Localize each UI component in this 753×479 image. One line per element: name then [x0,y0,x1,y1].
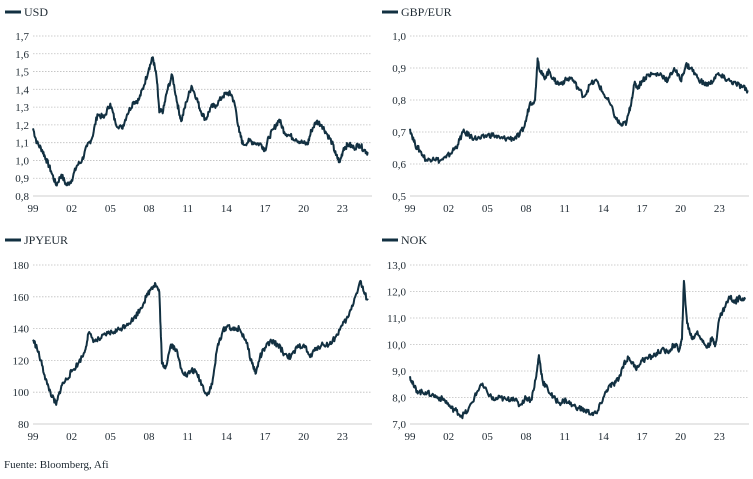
y-tick-label: 1,5 [15,67,29,79]
y-tick-label: 11,0 [387,313,406,325]
x-tick-label: 23 [337,431,349,443]
series-line-jpyeur [32,279,369,406]
x-tick-label: 23 [714,203,726,215]
x-tick-label: 05 [482,203,494,215]
x-tick-label: 02 [66,431,77,443]
y-tick-label: 10,0 [387,340,407,352]
y-tick-label: 0,9 [392,63,406,75]
x-tick-label: 11 [559,431,570,443]
y-tick-label: 1,6 [15,49,29,61]
x-tick-label: 99 [28,431,40,443]
legend-label: NOK [401,233,427,247]
y-tick-label: 9,0 [392,366,406,378]
y-tick-label: 12,0 [387,287,407,299]
y-tick-label: 0,5 [392,191,406,203]
y-tick-label: 1,7 [15,31,29,43]
y-tick-label: 0,9 [15,173,29,185]
x-tick-label: 20 [298,203,310,215]
x-tick-label: 02 [443,203,454,215]
source-note: Fuente: Bloomberg, Afi [4,459,109,471]
y-tick-label: 180 [13,260,30,272]
x-tick-label: 05 [105,203,117,215]
y-tick-label: 1,4 [15,84,29,96]
y-tick-label: 1,1 [15,138,29,150]
x-tick-label: 20 [675,203,687,215]
y-tick-label: 160 [13,292,30,304]
x-tick-label: 11 [182,431,193,443]
x-tick-label: 08 [144,203,156,215]
series-line-usd [32,56,369,187]
y-tick-label: 0,8 [15,191,29,203]
x-tick-label: 23 [714,431,726,443]
x-tick-label: 17 [637,431,649,443]
x-tick-label: 11 [559,203,570,215]
y-tick-label: 140 [13,324,30,336]
x-tick-label: 11 [182,203,193,215]
x-tick-label: 05 [482,431,494,443]
legend-label: GBP/EUR [401,5,452,19]
x-tick-label: 14 [221,203,233,215]
x-tick-label: 14 [598,203,610,215]
x-tick-label: 08 [521,203,533,215]
x-tick-label: 14 [598,431,610,443]
x-tick-label: 20 [298,431,310,443]
x-tick-label: 02 [443,431,454,443]
y-tick-label: 100 [13,387,30,399]
x-tick-label: 17 [260,431,272,443]
legend-label: USD [24,5,48,19]
x-tick-label: 99 [405,431,417,443]
x-tick-label: 99 [28,203,40,215]
y-tick-label: 80 [18,419,30,431]
legend-label: JPYEUR [24,233,68,247]
y-tick-label: 120 [13,355,30,367]
x-tick-label: 08 [521,431,533,443]
x-tick-label: 20 [675,431,687,443]
series-line-gbpeur [409,57,749,164]
x-tick-label: 17 [637,203,649,215]
x-tick-label: 05 [105,431,117,443]
y-tick-label: 1,2 [15,120,29,132]
x-tick-label: 17 [260,203,272,215]
x-tick-label: 02 [66,203,77,215]
y-tick-label: 1,3 [15,102,29,114]
y-tick-label: 0,7 [392,127,406,139]
y-tick-label: 0,6 [392,159,406,171]
y-tick-label: 1,0 [392,31,406,43]
x-tick-label: 99 [405,203,417,215]
x-tick-label: 23 [337,203,349,215]
series-line-nok [409,279,747,420]
x-tick-label: 14 [221,431,233,443]
y-tick-label: 7,0 [392,419,406,431]
y-tick-label: 1,0 [15,155,29,167]
y-tick-label: 0,8 [392,95,406,107]
y-tick-label: 13,0 [387,260,407,272]
x-tick-label: 08 [144,431,156,443]
y-tick-label: 8,0 [392,393,406,405]
